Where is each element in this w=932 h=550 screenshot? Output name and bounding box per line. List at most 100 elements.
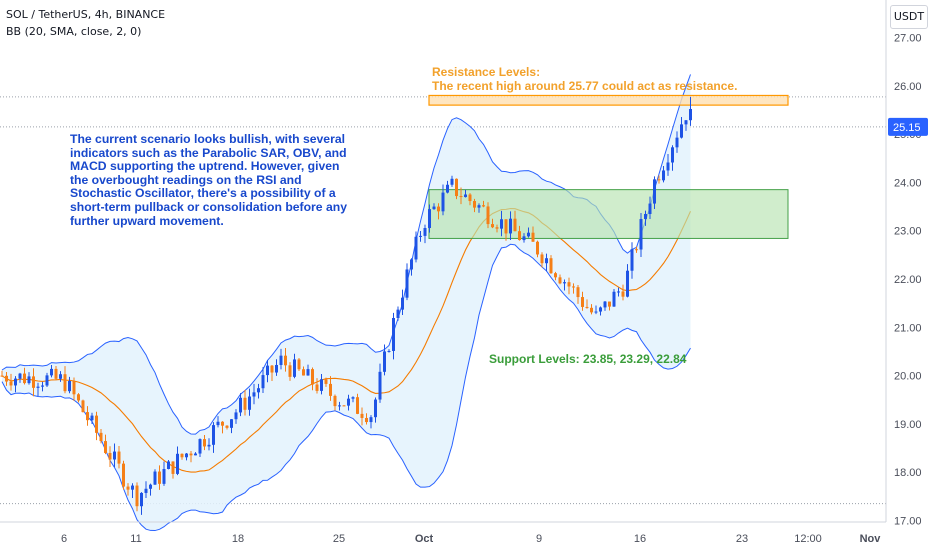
x-tick-label: 12:00 [794, 533, 822, 545]
candle-body [608, 301, 611, 307]
candle-body [189, 453, 193, 456]
bb-fill [2, 74, 691, 531]
candle-body [572, 286, 575, 288]
candle-body [338, 405, 341, 407]
candle-body [270, 365, 274, 373]
candle-body [666, 162, 670, 171]
currency-label[interactable]: USDT [890, 5, 928, 29]
candle-body [599, 307, 602, 312]
candle-body [288, 365, 292, 377]
candle-body [113, 451, 116, 460]
candle-body [72, 380, 76, 395]
candle-body [293, 359, 296, 377]
candle-body [401, 297, 404, 310]
x-tick-label: 9 [536, 533, 542, 545]
bb-lower [1, 243, 691, 532]
candle-body [392, 317, 395, 351]
candle-body [347, 398, 350, 406]
candle-body [428, 209, 431, 229]
candle-body [284, 355, 287, 366]
y-tick-label: 27.00 [894, 33, 922, 45]
candle-body [320, 379, 323, 391]
candle-body [356, 397, 359, 414]
candle-body [378, 371, 382, 400]
candle-body [563, 282, 566, 284]
candle-body [590, 307, 593, 313]
x-tick-label: 6 [61, 533, 67, 545]
x-tick-label: Nov [860, 533, 882, 545]
candle-body [329, 383, 332, 396]
indicator-legend[interactable]: BB (20, SMA, close, 2, 0) [6, 25, 142, 38]
candle-body [311, 369, 314, 385]
candle-body [509, 218, 512, 234]
candle-body [68, 380, 71, 392]
candle-body [473, 201, 476, 208]
candle-body [504, 219, 508, 234]
candle-body [585, 306, 589, 308]
candle-body [437, 206, 440, 212]
candle-body [536, 241, 539, 255]
candle-body [432, 206, 436, 210]
current-price-label: 25.15 [893, 122, 921, 134]
candle-body [225, 425, 229, 428]
candle-body [239, 397, 242, 413]
candle-body [261, 375, 265, 389]
candle-body [531, 232, 535, 242]
analysis-annotation: The current scenario looks bullish, with… [70, 132, 347, 228]
candle-body [99, 432, 103, 442]
candle-body [540, 254, 544, 264]
candle-body [333, 395, 337, 407]
candle-body [234, 412, 238, 420]
candle-body [495, 227, 499, 229]
candle-body [176, 453, 179, 474]
y-tick-label: 18.00 [894, 467, 922, 479]
x-tick-label: 16 [634, 533, 646, 545]
candle-body [486, 206, 490, 225]
candle-body [644, 213, 647, 220]
candle-body [27, 376, 31, 384]
candle-body [81, 400, 85, 413]
y-tick-label: 23.00 [894, 226, 922, 238]
candle-body [491, 224, 494, 228]
y-tick-label: 19.00 [894, 419, 922, 431]
candle-body [482, 205, 485, 207]
candle-body [621, 291, 625, 297]
candle-body [518, 231, 521, 241]
candle-body [689, 108, 692, 121]
candle-body [149, 484, 152, 489]
candle-body [513, 218, 517, 232]
y-tick-label: 21.00 [894, 322, 922, 334]
candle-body [266, 365, 269, 376]
y-tick-label: 26.00 [894, 81, 922, 93]
candle-body [567, 282, 571, 287]
candle-body [207, 444, 211, 447]
x-tick-label: 18 [232, 533, 244, 545]
candle-body [131, 485, 134, 490]
candle-body [5, 375, 8, 382]
candle-body [545, 258, 548, 264]
candle-body [527, 232, 530, 237]
candle-body [459, 196, 463, 198]
candle-body [594, 311, 598, 313]
candle-body [558, 277, 562, 284]
candle-body [252, 392, 256, 397]
candle-body [171, 461, 175, 474]
candle-body [41, 385, 44, 387]
candle-body [446, 184, 449, 193]
candle-body [153, 471, 157, 485]
candle-body [86, 412, 89, 421]
candle-body [77, 394, 80, 401]
candle-body [315, 384, 319, 391]
candle-body [306, 369, 310, 376]
x-tick-label: 23 [736, 533, 748, 545]
candle-body [185, 453, 188, 458]
candle-body [684, 120, 688, 125]
y-tick-label: 24.00 [894, 177, 922, 189]
bb-basis [1, 207, 692, 473]
candle-body [194, 453, 197, 456]
candle-body [477, 205, 481, 208]
candle-body [297, 359, 301, 370]
candle-body [365, 417, 368, 423]
